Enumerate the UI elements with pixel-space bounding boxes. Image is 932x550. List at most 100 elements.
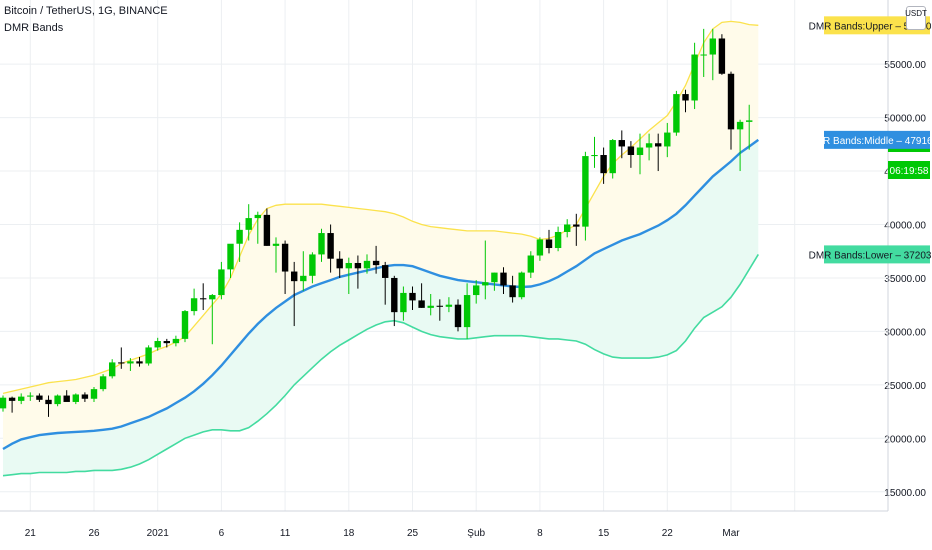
y-tick-label: 15000.00 — [884, 488, 926, 499]
candle-body — [336, 258, 343, 269]
candle-body — [682, 94, 689, 101]
candle-body — [382, 265, 389, 278]
candle-body — [227, 243, 234, 270]
candle-body — [63, 395, 70, 402]
candle-body — [209, 295, 216, 300]
candle-body — [245, 218, 252, 230]
candle-body — [8, 397, 16, 401]
candle-body — [372, 260, 380, 266]
candle-body — [45, 399, 52, 405]
candle-body — [473, 285, 480, 296]
candle-body — [354, 262, 362, 269]
candle-body — [700, 54, 707, 56]
candle-body — [545, 239, 553, 249]
y-tick-label: 50000.00 — [884, 114, 926, 125]
candle-body — [254, 214, 261, 219]
price-marker-label: 06:19:58 — [890, 166, 929, 177]
y-tick-label: 40000.00 — [884, 220, 926, 231]
candle-body — [291, 271, 298, 282]
currency-badge[interactable]: USDT — [905, 6, 927, 30]
candle-body — [591, 155, 598, 157]
lower-band-fill — [3, 139, 759, 476]
upper-band-line — [2, 20, 759, 395]
candle-body — [736, 121, 744, 130]
candle-body — [36, 395, 43, 400]
bands-layer — [2, 20, 760, 477]
candle-body — [509, 285, 516, 298]
candle-body — [582, 156, 589, 227]
y-tick-label: 35000.00 — [884, 274, 926, 285]
candle-body — [90, 389, 98, 399]
candle-body — [564, 224, 571, 232]
candle-body — [309, 254, 316, 276]
price-marker-timer — [888, 161, 930, 179]
x-tick-label: 11 — [280, 528, 291, 539]
candle-body — [518, 272, 525, 298]
x-tick-label: Şub — [467, 528, 485, 539]
candle-body — [109, 362, 116, 377]
candle-body — [363, 260, 371, 269]
y-tick-label: 25000.00 — [884, 381, 926, 392]
x-tick-label: 2021 — [147, 528, 170, 539]
x-tick-label: Mar — [722, 528, 740, 539]
candle-body — [527, 255, 534, 273]
candle-body — [491, 272, 498, 283]
candle-body — [0, 397, 7, 409]
x-tick-label: 18 — [343, 528, 355, 539]
candle-body — [300, 275, 307, 282]
candle-body — [554, 231, 562, 249]
candle-body — [163, 341, 170, 344]
candle-body — [454, 304, 462, 328]
x-tick-label: 25 — [407, 528, 419, 539]
x-tick-label: 8 — [537, 528, 543, 539]
x-tick-label: 6 — [219, 528, 225, 539]
axes-layer: 15000.00 20000.00 25000.00 30000.00 35000.00… — [0, 0, 926, 539]
candle-body — [409, 292, 416, 301]
candle-body — [281, 243, 289, 272]
candle-body — [81, 394, 89, 399]
candle-body — [436, 305, 443, 307]
candle-body — [673, 94, 680, 133]
candle-body — [718, 38, 726, 74]
y-tick-label: 20000.00 — [884, 434, 926, 445]
candle-body — [500, 272, 507, 286]
middle-band-line — [2, 138, 760, 451]
candle-body — [618, 140, 625, 147]
candle-body — [190, 298, 198, 312]
price-marker-label: DMR Bands:Upper – 58630.56 — [809, 21, 932, 32]
indicator-title[interactable]: DMR Bands — [4, 22, 64, 34]
candle-body — [99, 376, 107, 390]
candle-body — [400, 292, 407, 313]
y-tick-label: 30000.00 — [884, 327, 926, 338]
candle-body — [418, 300, 425, 308]
candle-body — [272, 243, 280, 246]
x-tick-label: 22 — [662, 528, 674, 539]
candle-body — [727, 73, 735, 130]
candle-body — [172, 338, 180, 344]
candle-body — [463, 295, 471, 328]
candle-body — [482, 282, 489, 286]
candle-body — [573, 224, 580, 227]
symbol-title[interactable]: Bitcoin / TetherUS, 1G, BINANCE — [4, 5, 168, 17]
candle-body — [118, 362, 125, 364]
candles-layer — [0, 28, 753, 417]
candle-body — [154, 341, 161, 348]
candle-body — [600, 155, 607, 174]
candle-body — [218, 269, 225, 296]
candle-body — [709, 38, 716, 55]
candle-body — [536, 239, 544, 256]
candle-body — [691, 54, 698, 101]
candle-body — [664, 132, 671, 147]
candle-body — [18, 396, 25, 401]
candle-body — [200, 298, 207, 300]
candle-body — [746, 120, 753, 122]
price-marker-upper — [824, 16, 930, 35]
candle-body — [391, 277, 398, 313]
candle-body — [127, 361, 134, 364]
candle-body — [645, 143, 653, 148]
candle-body — [145, 347, 152, 364]
price-markers: DMR Bands:Upper – 58630.5649740.0906:19:… — [808, 16, 932, 264]
upper-band-fill — [3, 21, 759, 450]
